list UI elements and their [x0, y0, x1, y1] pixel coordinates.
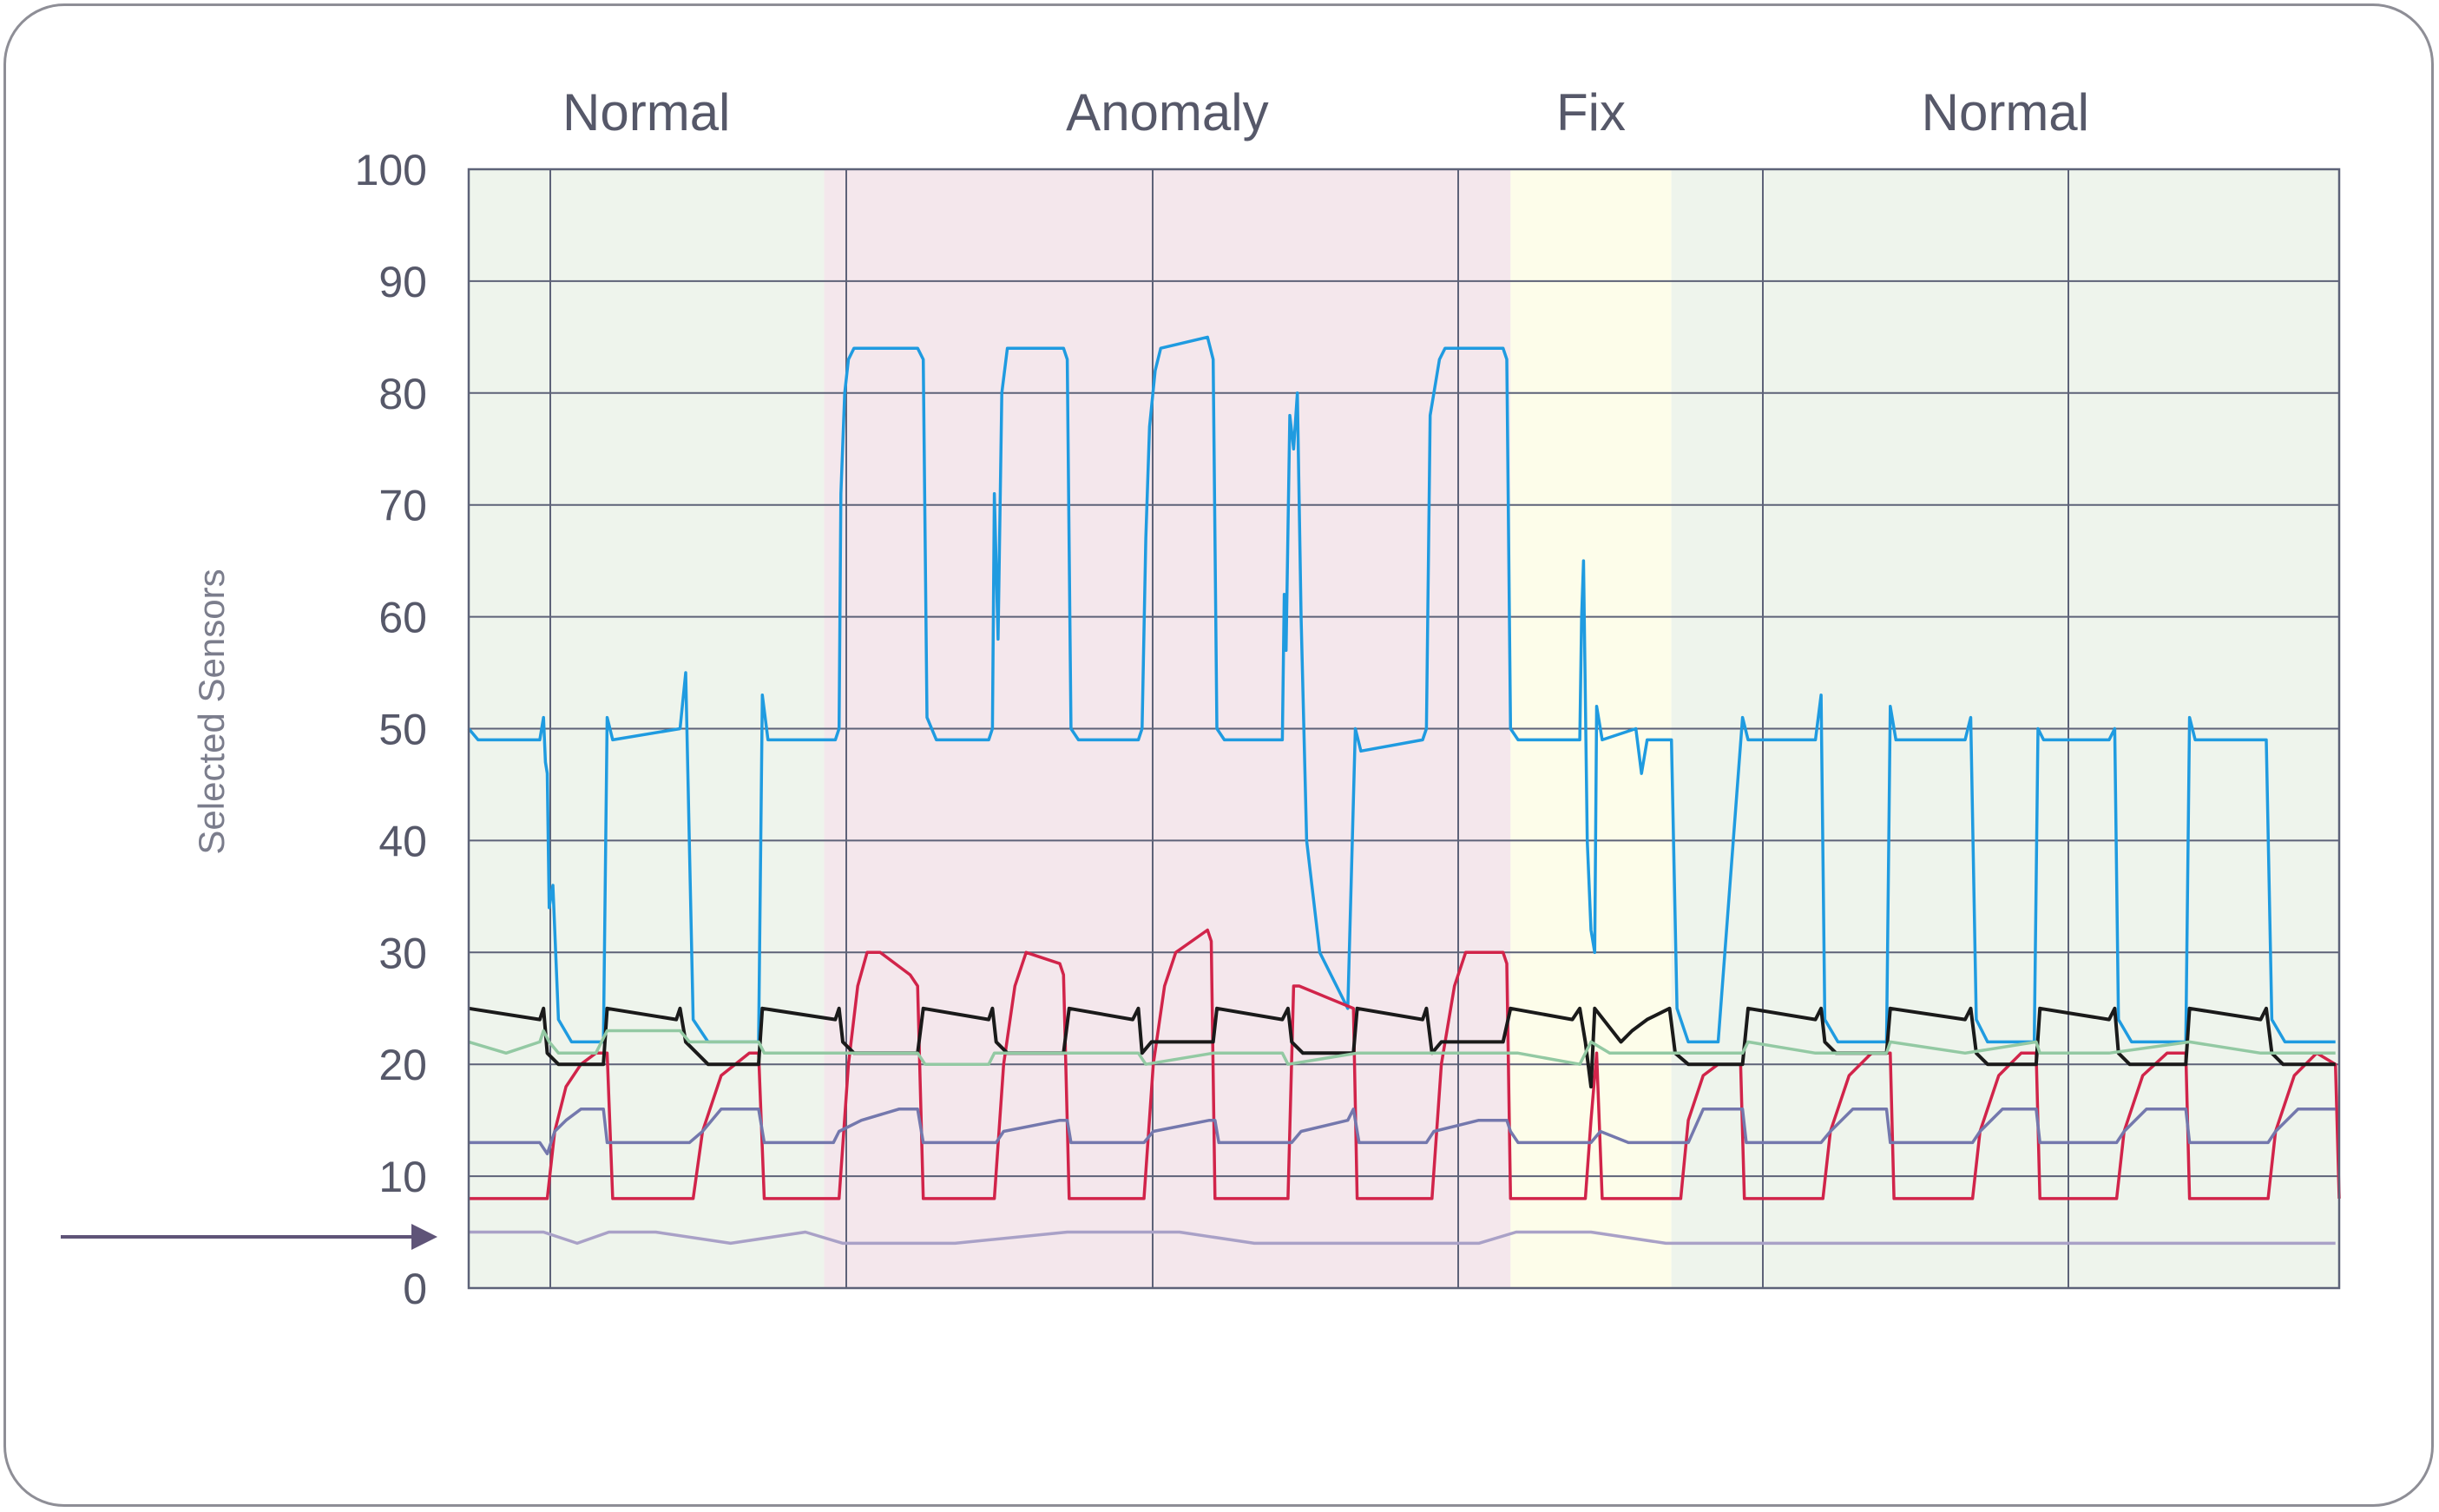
y-tick-label-50: 50	[378, 706, 427, 754]
phase-label-3: Normal	[1922, 83, 2089, 141]
phase-label-0: Normal	[562, 83, 730, 141]
phase-label-2: Fix	[1556, 83, 1626, 141]
series-lines	[467, 335, 2341, 1246]
y-tick-label-0: 0	[403, 1265, 427, 1313]
phase-labels: Normal Anomaly Fix Normal	[562, 83, 2089, 141]
y-tick-label-20: 20	[378, 1041, 427, 1089]
y-tick-label-80: 80	[378, 370, 427, 418]
arrow-indicator	[61, 1224, 437, 1250]
y-tick-label-100: 100	[355, 146, 427, 194]
y-tick-label-60: 60	[378, 594, 427, 642]
series-line-2	[468, 1006, 2336, 1088]
series-line-4	[469, 1108, 2336, 1156]
series-line-3	[468, 1029, 2336, 1066]
plot-border	[467, 168, 2341, 1290]
series-line-1	[469, 928, 2341, 1200]
y-axis-ticks: 0 10 20 30 40 50 60 70 80 90 100	[355, 146, 427, 1313]
series-line-0	[467, 335, 2336, 1044]
y-tick-label-40: 40	[378, 817, 427, 865]
y-tick-label-10: 10	[378, 1153, 427, 1201]
phase-label-1: Anomaly	[1066, 83, 1268, 141]
y-tick-label-30: 30	[378, 929, 427, 977]
series-line-5	[469, 1230, 2336, 1246]
y-axis-title: Selected Sensors	[191, 569, 232, 854]
y-tick-label-70: 70	[378, 482, 427, 530]
arrow-head-icon	[411, 1224, 437, 1250]
y-tick-label-90: 90	[378, 258, 427, 306]
plot-frame	[467, 168, 2341, 1290]
